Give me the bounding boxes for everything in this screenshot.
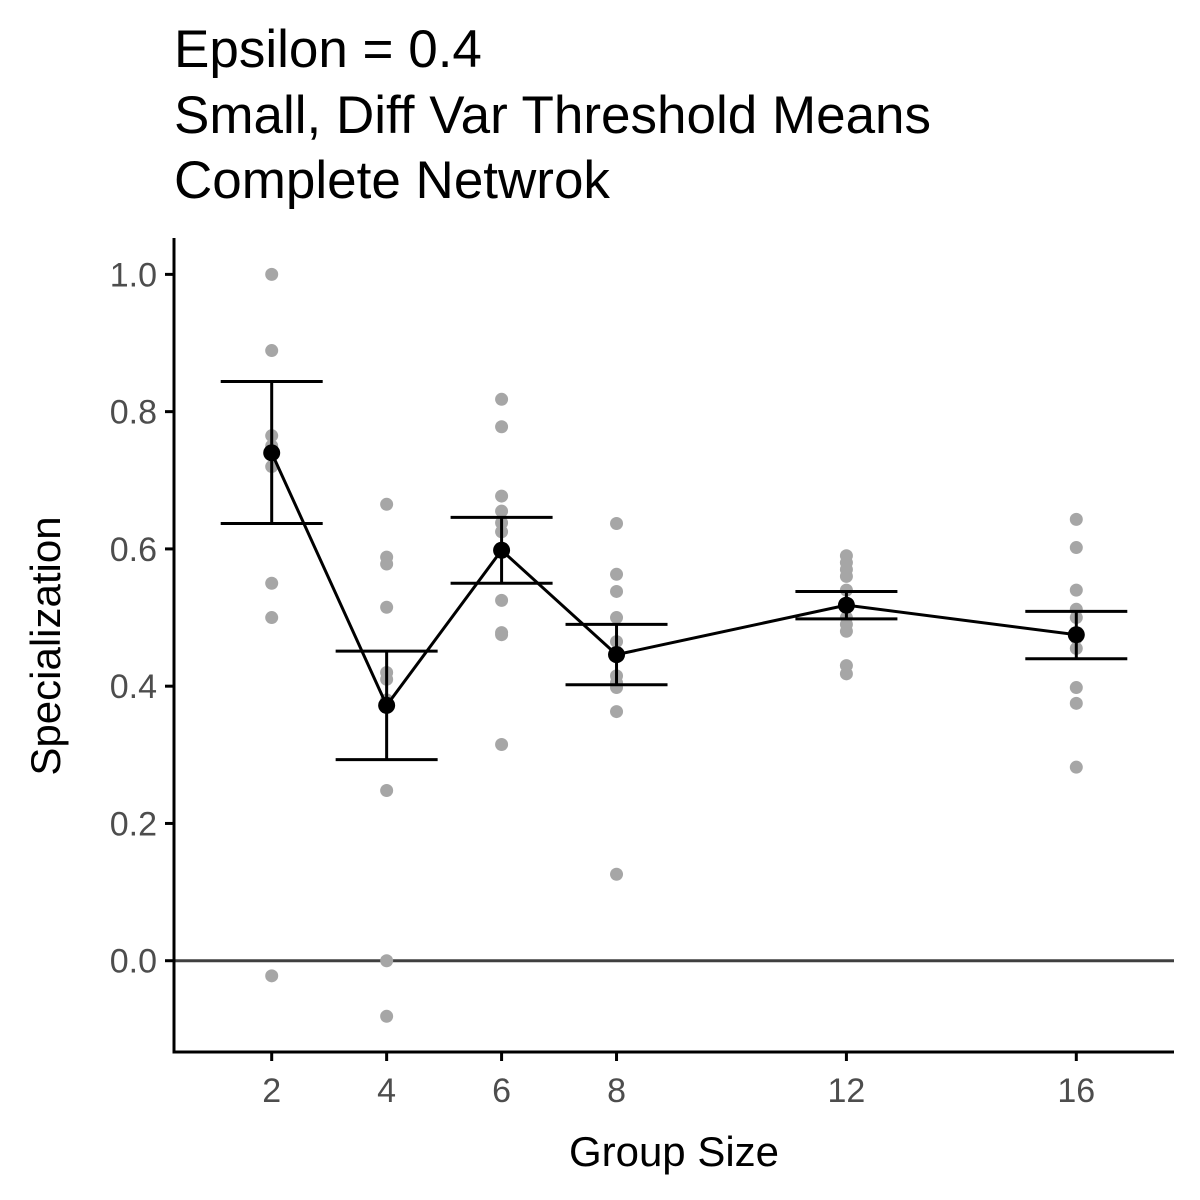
raw-point-x8 bbox=[610, 584, 624, 598]
raw-point-x4 bbox=[380, 1009, 394, 1023]
raw-point-x12 bbox=[839, 624, 853, 638]
y-tick-label: 0.0 bbox=[110, 943, 157, 981]
raw-point-x16 bbox=[1069, 696, 1083, 710]
y-tick-label: 0.6 bbox=[110, 531, 157, 569]
raw-point-x4 bbox=[380, 497, 394, 511]
raw-point-x12 bbox=[839, 569, 853, 583]
raw-point-x4 bbox=[380, 954, 394, 968]
raw-point-x4 bbox=[380, 557, 394, 571]
mean-point-x8 bbox=[608, 646, 626, 664]
raw-point-x16 bbox=[1069, 583, 1083, 597]
raw-point-x16 bbox=[1069, 681, 1083, 695]
mean-point-x2 bbox=[263, 444, 281, 462]
title-line-2: Small, Diff Var Threshold Means bbox=[174, 86, 931, 145]
x-tick-label: 6 bbox=[492, 1072, 511, 1110]
x-tick-label: 2 bbox=[262, 1072, 281, 1110]
raw-point-x2 bbox=[265, 969, 279, 983]
x-tick-label: 8 bbox=[607, 1072, 626, 1110]
raw-point-x6 bbox=[495, 420, 509, 434]
x-tick-label: 16 bbox=[1057, 1072, 1095, 1110]
x-axis-title: Group Size bbox=[569, 1128, 779, 1175]
raw-point-x2 bbox=[265, 267, 279, 281]
raw-point-x8 bbox=[610, 567, 624, 581]
raw-point-x8 bbox=[610, 867, 624, 881]
mean-point-x16 bbox=[1067, 626, 1085, 644]
raw-point-x4 bbox=[380, 784, 394, 798]
raw-point-x6 bbox=[495, 738, 509, 752]
title-line-3: Complete Netwrok bbox=[174, 151, 610, 210]
mean-line bbox=[270, 452, 1077, 709]
raw-point-x2 bbox=[265, 576, 279, 590]
raw-point-x6 bbox=[495, 504, 509, 518]
raw-point-x8 bbox=[610, 705, 624, 719]
y-tick-label: 0.2 bbox=[110, 805, 157, 843]
raw-point-x2 bbox=[265, 344, 279, 358]
raw-point-x16 bbox=[1069, 541, 1083, 555]
raw-point-x6 bbox=[495, 392, 509, 406]
x-tick-label: 4 bbox=[377, 1072, 396, 1110]
raw-point-x8 bbox=[610, 517, 624, 531]
y-axis-title: Specialization bbox=[22, 516, 69, 775]
title-line-1: Epsilon = 0.4 bbox=[174, 20, 482, 79]
raw-point-x12 bbox=[839, 667, 853, 681]
chart-title: Epsilon = 0.4 Small, Diff Var Threshold … bbox=[174, 20, 931, 210]
raw-point-x4 bbox=[380, 600, 394, 614]
raw-point-x16 bbox=[1069, 512, 1083, 526]
raw-point-x6 bbox=[495, 489, 509, 503]
y-tick-label: 1.0 bbox=[110, 256, 157, 294]
raw-point-x2 bbox=[265, 611, 279, 625]
axes-layer: 0.0 0.2 0.4 0.6 0.8 1.0 2 4 6 8 12 16 bbox=[110, 238, 1174, 1110]
raw-point-x6 bbox=[495, 628, 509, 642]
mean-point-x6 bbox=[493, 541, 511, 559]
y-tick-label: 0.4 bbox=[110, 668, 157, 706]
mean-point-x12 bbox=[837, 596, 855, 614]
raw-point-x6 bbox=[495, 593, 509, 607]
y-tick-label: 0.8 bbox=[110, 394, 157, 432]
raw-point-x16 bbox=[1069, 760, 1083, 774]
raw-point-x8 bbox=[610, 611, 624, 625]
x-tick-label: 12 bbox=[827, 1072, 865, 1110]
mean-point-x4 bbox=[378, 696, 396, 714]
summary-layer bbox=[220, 379, 1128, 762]
